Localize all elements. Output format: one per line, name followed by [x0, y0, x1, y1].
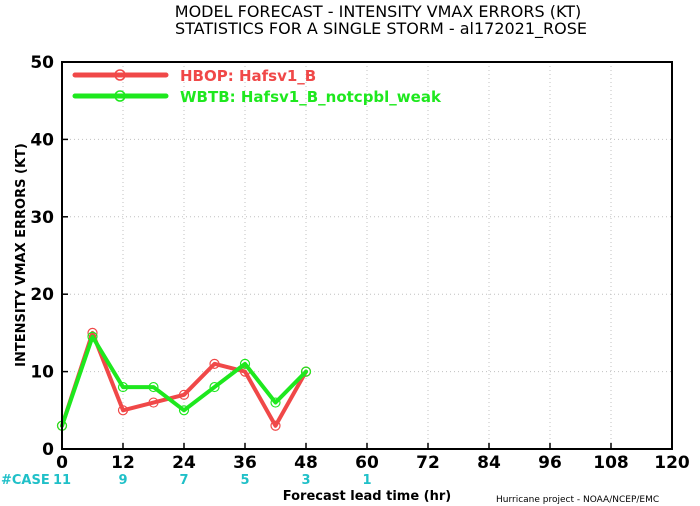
case-count: 1	[362, 473, 371, 488]
chart-subtitle: STATISTICS FOR A SINGLE STORM - al172021…	[175, 19, 587, 39]
case-count: 3	[301, 473, 310, 488]
y-tick-label: 0	[42, 440, 54, 460]
data-point	[87, 331, 98, 342]
x-tick-label: 24	[172, 453, 196, 473]
case-count: 11	[53, 473, 71, 488]
case-count: 5	[240, 473, 249, 488]
x-axis-label: Forecast lead time (hr)	[283, 489, 451, 504]
x-tick-label: 84	[477, 453, 501, 473]
legend-marker	[114, 90, 126, 102]
case-label: #CASE	[1, 473, 50, 488]
x-tick-label: 108	[593, 453, 629, 473]
y-axis-label: INTENSITY VMAX ERRORS (KT)	[14, 143, 29, 367]
data-point	[270, 397, 281, 408]
data-point	[148, 397, 159, 408]
y-tick-label: 50	[30, 53, 54, 73]
data-point	[209, 358, 220, 369]
data-point	[178, 389, 190, 400]
legend-marker	[114, 69, 126, 81]
data-point	[270, 420, 281, 431]
x-tick-label: 0	[56, 453, 68, 473]
data-point	[209, 381, 220, 393]
series-2	[56, 331, 312, 431]
plot-frame	[61, 61, 673, 450]
data-point	[148, 381, 159, 393]
y-tick-label: 30	[30, 208, 54, 228]
data-point	[117, 381, 129, 393]
x-tick-label: 120	[654, 453, 690, 473]
footer-credit: Hurricane project - NOAA/NCEP/EMC	[496, 495, 659, 505]
x-tick-label: 12	[111, 453, 135, 473]
legend-label: HBOP: Hafsv1_B	[180, 67, 316, 85]
x-tick-label: 48	[294, 453, 318, 473]
x-tick-label: 96	[538, 453, 562, 473]
y-tick-label: 20	[30, 285, 54, 305]
data-point	[300, 366, 312, 377]
data-point	[117, 405, 129, 416]
series-line	[60, 334, 308, 428]
data-point	[178, 405, 190, 416]
legend-label: WBTB: Hafsv1_B_notcpbl_weak	[180, 88, 442, 106]
case-count: 9	[118, 473, 127, 488]
chart-title: MODEL FORECAST - INTENSITY VMAX ERRORS (…	[175, 2, 581, 21]
y-tick-label: 40	[30, 130, 54, 150]
x-tick-label: 36	[233, 453, 257, 473]
case-count: 7	[179, 473, 188, 488]
x-tick-label: 60	[355, 453, 379, 473]
x-tick-label: 72	[416, 453, 440, 473]
y-tick-label: 10	[30, 363, 54, 383]
data-point	[239, 358, 251, 369]
series-line	[60, 330, 308, 428]
